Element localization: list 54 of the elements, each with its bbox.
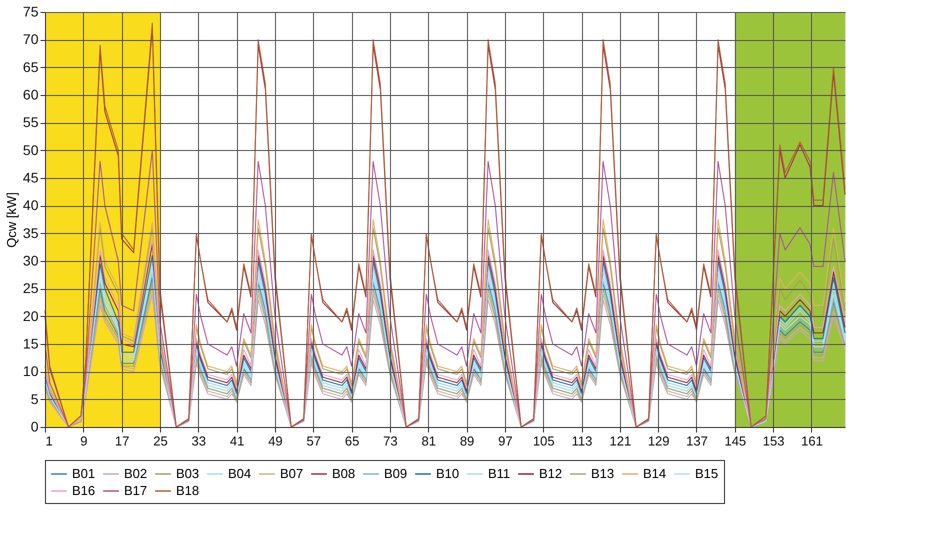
y-tick-label: 55 <box>22 114 39 130</box>
y-tick-label: 70 <box>22 31 39 48</box>
y-tick-label: 40 <box>22 197 39 214</box>
x-tick-label: 25 <box>153 434 168 448</box>
legend-label: B18 <box>176 483 200 498</box>
legend-label: B07 <box>280 466 304 481</box>
legend-label: B08 <box>332 466 356 481</box>
legend-label: B11 <box>488 466 510 481</box>
legend-label: B10 <box>436 466 460 481</box>
x-tick-label: 97 <box>498 434 513 448</box>
legend-label: B04 <box>228 466 252 481</box>
legend-label: B12 <box>539 466 562 481</box>
legend-label: B15 <box>695 466 718 481</box>
y-tick-label: 10 <box>22 363 39 380</box>
x-tick-label: 121 <box>610 434 632 448</box>
x-tick-label: 57 <box>306 434 321 448</box>
y-tick-label: 50 <box>22 142 39 158</box>
x-tick-label: 41 <box>230 434 244 448</box>
x-tick-label: 73 <box>383 434 398 448</box>
y-tick-label: 25 <box>22 280 39 296</box>
y-tick-label: 45 <box>22 170 39 186</box>
legend-label: B14 <box>643 466 666 481</box>
x-tick-label: 9 <box>80 434 88 448</box>
x-tick-label: 153 <box>762 434 784 448</box>
y-tick-label: 35 <box>22 224 39 241</box>
x-tick-label: 145 <box>724 434 746 448</box>
x-tick-label: 1 <box>46 434 53 448</box>
y-tick-label: 30 <box>22 252 39 268</box>
legend-label: B13 <box>591 466 614 481</box>
y-tick-label: 60 <box>22 86 39 102</box>
y-axis-title: Qcw [kW] <box>4 192 19 248</box>
x-tick-label: 33 <box>192 434 206 448</box>
legend-label: B01 <box>72 466 96 481</box>
legend-label: B16 <box>72 483 96 498</box>
legend-label: B03 <box>176 466 200 481</box>
legend-label: B17 <box>124 483 148 498</box>
x-tick-label: 17 <box>114 434 130 448</box>
y-tick-label: 75 <box>22 4 39 20</box>
x-tick-label: 89 <box>460 434 474 448</box>
x-tick-label: 161 <box>801 434 823 448</box>
y-tick-label: 15 <box>22 336 39 352</box>
y-tick-label: 5 <box>30 390 39 407</box>
y-tick-label: 0 <box>30 418 39 434</box>
x-tick-label: 105 <box>532 434 555 448</box>
y-tick-label: 20 <box>22 308 39 324</box>
x-tick-label: 129 <box>648 434 670 448</box>
x-tick-label: 81 <box>422 434 436 448</box>
x-tick-label: 49 <box>268 434 283 448</box>
legend-label: B09 <box>384 466 408 481</box>
x-tick-label: 113 <box>572 434 592 448</box>
x-tick-label: 65 <box>344 434 360 448</box>
y-tick-label: 65 <box>22 58 39 75</box>
x-tick-label: 137 <box>686 434 708 448</box>
legend-label: B02 <box>124 466 148 481</box>
